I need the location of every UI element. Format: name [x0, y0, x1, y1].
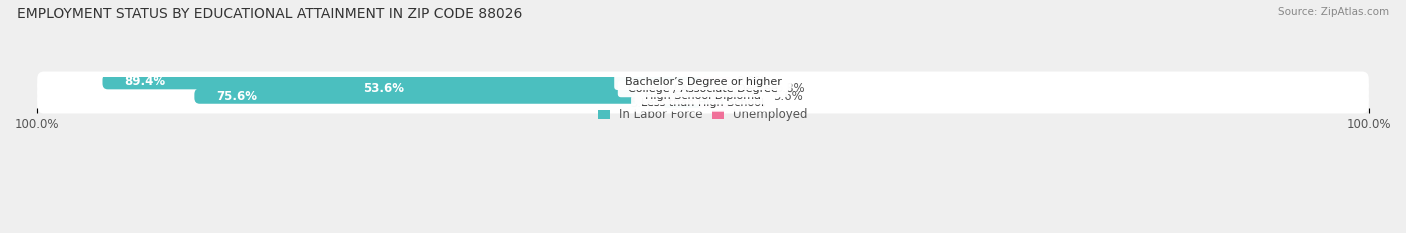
FancyBboxPatch shape	[699, 75, 730, 88]
Text: Source: ZipAtlas.com: Source: ZipAtlas.com	[1278, 7, 1389, 17]
Text: 5.6%: 5.6%	[773, 90, 803, 103]
FancyBboxPatch shape	[37, 93, 1369, 113]
FancyBboxPatch shape	[699, 97, 730, 110]
Text: 53.6%: 53.6%	[363, 82, 404, 95]
Text: 75.6%: 75.6%	[217, 90, 257, 103]
FancyBboxPatch shape	[665, 96, 709, 111]
Legend: In Labor Force, Unemployed: In Labor Force, Unemployed	[598, 108, 808, 121]
FancyBboxPatch shape	[37, 79, 1369, 99]
Text: College / Associate Degree: College / Associate Degree	[621, 84, 785, 94]
FancyBboxPatch shape	[697, 81, 747, 96]
FancyBboxPatch shape	[697, 89, 745, 104]
FancyBboxPatch shape	[194, 89, 709, 104]
Text: EMPLOYMENT STATUS BY EDUCATIONAL ATTAINMENT IN ZIP CODE 88026: EMPLOYMENT STATUS BY EDUCATIONAL ATTAINM…	[17, 7, 522, 21]
FancyBboxPatch shape	[103, 74, 709, 89]
FancyBboxPatch shape	[37, 72, 1369, 92]
Text: Bachelor’s Degree or higher: Bachelor’s Degree or higher	[617, 77, 789, 87]
FancyBboxPatch shape	[37, 86, 1369, 106]
Text: 0.0%: 0.0%	[737, 97, 766, 110]
FancyBboxPatch shape	[340, 81, 709, 96]
Text: 0.0%: 0.0%	[737, 75, 766, 88]
Text: 89.4%: 89.4%	[125, 75, 166, 88]
Text: 5.0%: 5.0%	[630, 97, 659, 110]
Text: Less than High School: Less than High School	[634, 98, 772, 108]
Text: High School Diploma: High School Diploma	[638, 91, 768, 101]
Text: 5.8%: 5.8%	[775, 82, 804, 95]
